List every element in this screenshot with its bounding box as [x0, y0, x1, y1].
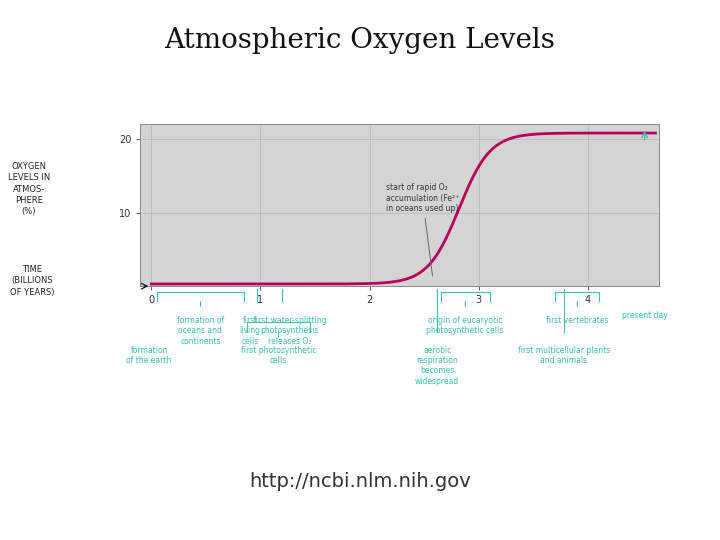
Text: first
living
cells: first living cells	[240, 316, 261, 346]
Text: formation
of the earth: formation of the earth	[127, 346, 172, 365]
Text: present day: present day	[622, 310, 667, 320]
Text: first vertebrates: first vertebrates	[546, 316, 608, 325]
Text: http://ncbi.nlm.nih.gov: http://ncbi.nlm.nih.gov	[249, 472, 471, 491]
Text: origin of eucaryotic
photosynthetic cells: origin of eucaryotic photosynthetic cell…	[426, 316, 504, 335]
Text: first photosynthetic
cells: first photosynthetic cells	[240, 346, 316, 365]
Text: aerobic
respiration
becomes
widespread: aerobic respiration becomes widespread	[415, 346, 459, 386]
Text: Atmospheric Oxygen Levels: Atmospheric Oxygen Levels	[165, 27, 555, 54]
Text: formation of
oceans and
continents: formation of oceans and continents	[177, 316, 224, 346]
Text: start of rapid O₂
accumulation (Fe²⁺
in oceans used up): start of rapid O₂ accumulation (Fe²⁺ in …	[386, 183, 459, 276]
Text: first multicellular plants
and animals: first multicellular plants and animals	[518, 346, 610, 365]
Text: TIME
(BILLIONS
OF YEARS): TIME (BILLIONS OF YEARS)	[10, 265, 55, 297]
Text: OXYGEN
LEVELS IN
ATMOS-
PHERE
(%): OXYGEN LEVELS IN ATMOS- PHERE (%)	[8, 161, 50, 217]
Text: first water-splitting
photosynthesis
releases O₂: first water-splitting photosynthesis rel…	[253, 316, 326, 346]
